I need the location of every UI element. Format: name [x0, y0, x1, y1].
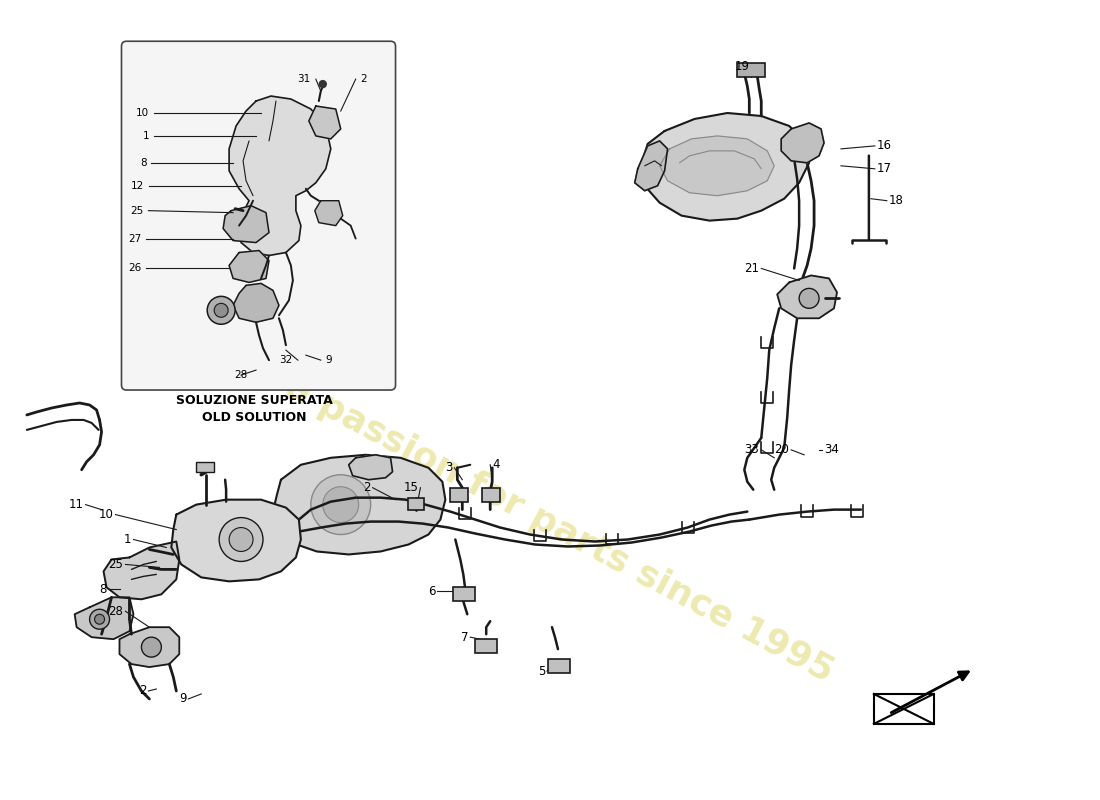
Polygon shape: [103, 542, 179, 599]
Text: 8: 8: [140, 158, 146, 168]
Circle shape: [207, 296, 235, 324]
Polygon shape: [273, 455, 446, 554]
Text: 1: 1: [124, 533, 132, 546]
Polygon shape: [781, 123, 824, 163]
Bar: [475, 639, 497, 653]
Text: 5: 5: [538, 665, 544, 678]
Polygon shape: [233, 283, 279, 322]
Polygon shape: [349, 455, 393, 480]
Polygon shape: [635, 141, 668, 190]
Circle shape: [142, 637, 162, 657]
Text: 12: 12: [131, 181, 144, 190]
Circle shape: [229, 527, 253, 551]
Text: 32: 32: [279, 355, 293, 365]
Text: 17: 17: [877, 162, 892, 175]
Bar: [453, 587, 475, 602]
Text: 7: 7: [461, 630, 469, 644]
Text: 25: 25: [109, 558, 123, 571]
Text: 20: 20: [774, 443, 789, 456]
Polygon shape: [641, 113, 810, 221]
Polygon shape: [75, 598, 133, 639]
Text: 3: 3: [446, 462, 452, 474]
Text: 16: 16: [877, 139, 892, 152]
Text: 34: 34: [824, 443, 839, 456]
Bar: [408, 498, 425, 510]
Circle shape: [89, 610, 110, 630]
Text: 2: 2: [363, 481, 371, 494]
Polygon shape: [229, 96, 331, 255]
Circle shape: [219, 518, 263, 562]
Polygon shape: [778, 275, 837, 318]
Bar: [482, 488, 500, 502]
Circle shape: [799, 288, 820, 308]
Text: 15: 15: [404, 481, 418, 494]
Bar: [548, 659, 570, 673]
Circle shape: [319, 81, 327, 87]
Text: 21: 21: [745, 262, 759, 275]
Text: 1: 1: [143, 131, 150, 141]
Text: 10: 10: [99, 508, 113, 521]
Bar: [196, 462, 214, 472]
FancyBboxPatch shape: [121, 42, 396, 390]
Polygon shape: [315, 201, 343, 226]
Text: 8: 8: [99, 583, 107, 596]
Text: 33: 33: [745, 443, 759, 456]
Bar: [737, 63, 766, 77]
Circle shape: [322, 486, 359, 522]
Text: OLD SOLUTION: OLD SOLUTION: [201, 411, 306, 425]
Text: SOLUZIONE SUPERATA: SOLUZIONE SUPERATA: [176, 394, 332, 406]
Text: 4: 4: [492, 458, 499, 471]
Circle shape: [311, 474, 371, 534]
Text: 31: 31: [298, 74, 311, 84]
Polygon shape: [223, 206, 270, 242]
Text: 25: 25: [130, 206, 143, 216]
Text: 9: 9: [179, 693, 186, 706]
Text: 6: 6: [428, 585, 436, 598]
Circle shape: [95, 614, 104, 624]
Polygon shape: [309, 106, 341, 139]
Text: 2: 2: [139, 685, 146, 698]
Text: a passion for parts since 1995: a passion for parts since 1995: [280, 370, 839, 689]
Text: 19: 19: [735, 60, 749, 73]
Text: 28: 28: [234, 370, 248, 380]
Text: 18: 18: [889, 194, 904, 207]
Text: 11: 11: [68, 498, 84, 511]
Text: 27: 27: [129, 234, 142, 243]
Text: 9: 9: [326, 355, 332, 365]
Bar: [450, 488, 469, 502]
Polygon shape: [120, 627, 179, 667]
Polygon shape: [172, 500, 301, 582]
Polygon shape: [229, 250, 270, 282]
Polygon shape: [873, 694, 934, 724]
Circle shape: [214, 303, 228, 318]
Polygon shape: [660, 136, 774, 196]
Text: 26: 26: [129, 263, 142, 274]
Text: 28: 28: [109, 605, 123, 618]
Text: 10: 10: [136, 108, 150, 118]
Text: 2: 2: [361, 74, 367, 84]
